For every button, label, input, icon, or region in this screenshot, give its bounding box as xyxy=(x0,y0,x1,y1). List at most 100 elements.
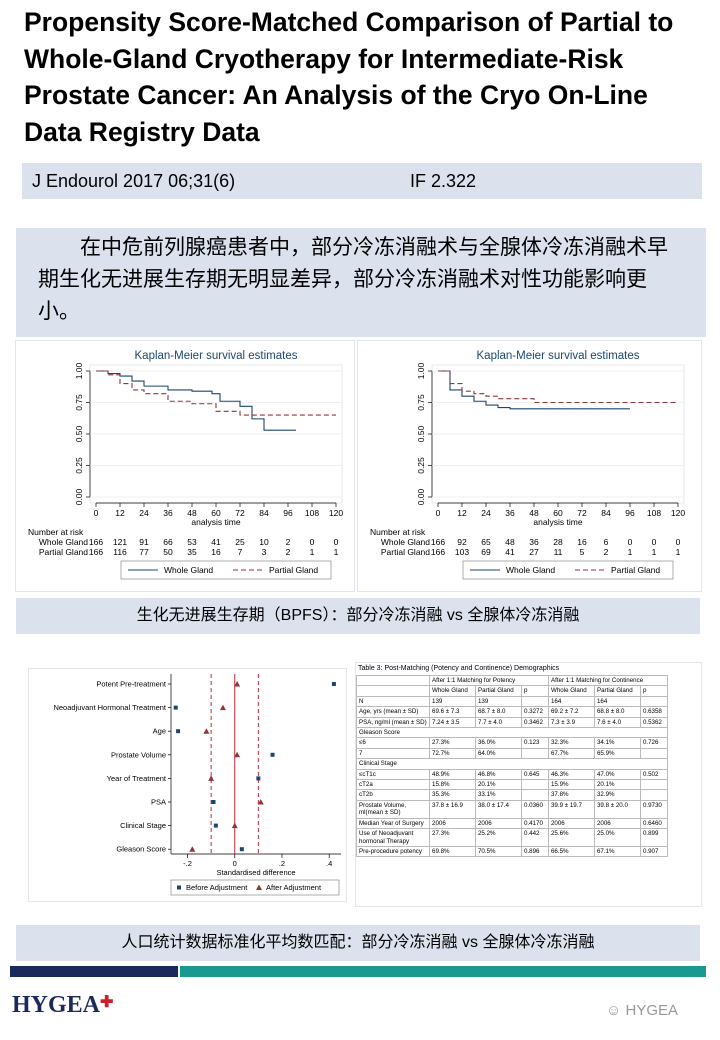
x-tick-label: 84 xyxy=(601,508,611,518)
risk-count: 0 xyxy=(310,537,315,547)
table-cell: 0.6358 xyxy=(639,706,669,718)
risk-count: 2 xyxy=(604,547,609,557)
watermark-text: HYGEA xyxy=(625,1002,678,1019)
table-cell: 32.3% xyxy=(547,737,595,749)
risk-count: 16 xyxy=(577,537,587,547)
legend-label: Whole Gland xyxy=(506,565,555,575)
risk-count: 16 xyxy=(211,547,221,557)
logo: HYGEA✚ xyxy=(12,992,113,1019)
x-tick-label: .4 xyxy=(326,859,332,868)
row-label: PSA, ng/ml (mean ± SD) xyxy=(356,716,430,729)
table-cell: 68.7 ± 8.0 xyxy=(474,706,522,718)
marker xyxy=(270,752,275,757)
marker xyxy=(211,800,216,804)
risk-count: 53 xyxy=(187,537,197,547)
row-label: Median Year of Surgery xyxy=(356,817,430,830)
legend-label: Before Adjustment xyxy=(186,883,248,892)
table: After 1:1 Matching for Potency After 1:1 … xyxy=(356,674,669,858)
table-row: cT2b 35.3% 33.1% 37.8% 32.9% xyxy=(356,789,669,801)
risk-count: 5 xyxy=(580,547,585,557)
legend-label: After Adjustment xyxy=(266,883,322,892)
row-label: ≤6 xyxy=(356,737,430,749)
table-cell xyxy=(520,695,549,708)
table-row: PSA, ng/ml (mean ± SD) 7.24 ± 3.5 7.7 ± 4.… xyxy=(356,716,669,729)
table-cell xyxy=(520,779,549,791)
risk-row-label: Partial Gland xyxy=(39,547,88,557)
table-cell: 7.3 ± 3.9 xyxy=(547,716,595,729)
row-label: Age, yrs (mean ± SD) xyxy=(356,706,430,718)
x-tick-label: 108 xyxy=(305,508,319,518)
y-tick-label: Prostate Volume xyxy=(111,750,166,759)
column-header: Partial Gland xyxy=(593,685,641,697)
y-tick-label: PSA xyxy=(151,798,166,807)
x-axis-label: analysis time xyxy=(533,517,582,527)
x-tick-label: 24 xyxy=(481,508,491,518)
table-cell: 46.3% xyxy=(547,768,595,781)
marker xyxy=(239,847,244,852)
y-tick-label: 0.25 xyxy=(74,457,84,474)
risk-count: 92 xyxy=(457,537,467,547)
x-tick-label: 12 xyxy=(115,508,125,518)
risk-count: 103 xyxy=(455,547,469,557)
risk-count: 28 xyxy=(553,537,563,547)
table-cell: 0.907 xyxy=(639,845,669,858)
risk-count: 25 xyxy=(235,537,245,547)
table-cell: 2006 xyxy=(547,817,595,830)
marker xyxy=(213,823,218,828)
table-row: Use of Neoadjuvant hormonal Therapy 27.3%… xyxy=(356,828,669,847)
marker xyxy=(256,884,262,890)
chart-title: Kaplan-Meier survival estimates xyxy=(135,350,298,362)
marker xyxy=(231,822,238,829)
y-tick-label: 0.50 xyxy=(416,425,426,442)
summary: 在中危前列腺癌患者中，部分冷冻消融术与全腺体冷冻消融术早期生化无进展生存期无明显… xyxy=(16,228,706,337)
table-cell: 0.123 xyxy=(520,737,549,749)
risk-count: 0 xyxy=(334,537,339,547)
risk-count: 166 xyxy=(431,547,445,557)
marker xyxy=(234,681,241,687)
survival-curve xyxy=(96,370,336,416)
x-tick-label: 0 xyxy=(94,508,99,518)
y-tick-label: 0.75 xyxy=(416,394,426,411)
table-row: Median Year of Surgery 2006 2006 0.4170 2006… xyxy=(356,817,669,830)
x-tick-label: 36 xyxy=(163,508,173,518)
section-label: Clinical Stage xyxy=(356,758,668,770)
table-cell: 139 xyxy=(474,695,522,708)
table-cell xyxy=(520,747,549,760)
survival-curve xyxy=(438,370,678,404)
risk-count: 0 xyxy=(676,537,681,547)
legend xyxy=(120,560,332,580)
x-tick-label: 0 xyxy=(436,508,441,518)
table-cell: 69.8% xyxy=(429,845,476,858)
table-panel: Table 3: Post-Matching (Potency and Cont… xyxy=(355,662,702,907)
risk-row-label: Partial Gland xyxy=(381,547,430,557)
x-tick-label: 60 xyxy=(211,508,221,518)
table-cell: 67.1% xyxy=(593,845,641,858)
risk-count: 0 xyxy=(628,537,633,547)
risk-count: 91 xyxy=(139,537,149,547)
table-cell: 69.2 ± 7.2 xyxy=(547,706,595,718)
marker xyxy=(234,751,241,758)
x-tick-label: -.2 xyxy=(183,859,192,868)
table-cell: 36.0% xyxy=(474,737,522,749)
column-header: p xyxy=(520,685,549,697)
table-cell: 2006 xyxy=(474,817,522,830)
table-cell xyxy=(639,779,669,791)
table-cell: 0.4170 xyxy=(520,817,549,830)
legend-label: Partial Gland xyxy=(611,565,660,575)
x-tick-label: 12 xyxy=(457,508,467,518)
legend xyxy=(170,879,340,896)
table-cell: 66.5% xyxy=(547,845,595,858)
table-cell: 65.9% xyxy=(593,747,641,760)
table-cell: 46.8% xyxy=(474,768,522,781)
table-cell: 0.3272 xyxy=(520,706,549,718)
column-header: Whole Gland xyxy=(429,685,476,697)
risk-count: 48 xyxy=(505,537,515,547)
table-cell: 37.8 ± 16.9 xyxy=(429,799,476,819)
caption: 人口统计数据标准化平均数匹配：部分冷冻消融 vs 全腺体冷冻消融 xyxy=(16,925,700,961)
table-cell: 39.9 ± 19.7 xyxy=(547,799,595,819)
footer-bar xyxy=(10,966,178,977)
marker xyxy=(219,704,226,711)
table-cell: 2006 xyxy=(593,817,641,830)
table-cell: 0.6460 xyxy=(639,817,669,830)
